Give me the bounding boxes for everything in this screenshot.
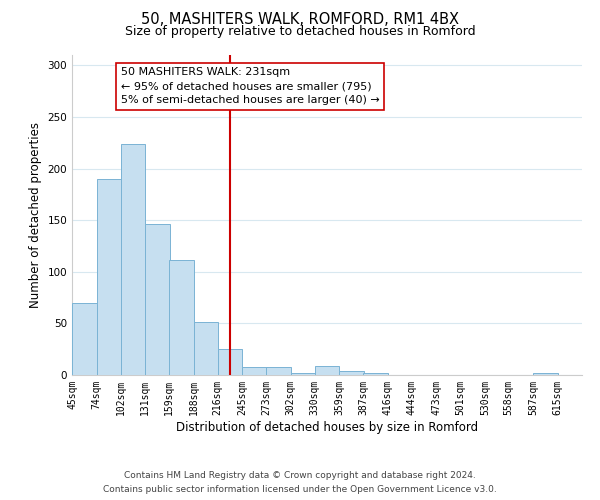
Bar [194, 322, 218, 375]
Bar [314, 366, 340, 375]
Bar [72, 302, 97, 375]
Bar [121, 144, 145, 375]
Text: 50 MASHITERS WALK: 231sqm
← 95% of detached houses are smaller (795)
5% of semi-: 50 MASHITERS WALK: 231sqm ← 95% of detac… [121, 68, 379, 106]
Bar [218, 349, 242, 375]
Bar [291, 373, 316, 375]
Text: Contains HM Land Registry data © Crown copyright and database right 2024.
Contai: Contains HM Land Registry data © Crown c… [103, 472, 497, 494]
Bar [242, 366, 267, 375]
Text: Size of property relative to detached houses in Romford: Size of property relative to detached ho… [125, 25, 475, 38]
X-axis label: Distribution of detached houses by size in Romford: Distribution of detached houses by size … [176, 420, 478, 434]
Bar [97, 179, 121, 375]
Y-axis label: Number of detached properties: Number of detached properties [29, 122, 42, 308]
Bar [340, 371, 364, 375]
Bar [533, 373, 558, 375]
Bar [266, 366, 291, 375]
Bar [169, 260, 194, 375]
Bar [145, 224, 170, 375]
Text: 50, MASHITERS WALK, ROMFORD, RM1 4BX: 50, MASHITERS WALK, ROMFORD, RM1 4BX [141, 12, 459, 28]
Bar [363, 373, 388, 375]
